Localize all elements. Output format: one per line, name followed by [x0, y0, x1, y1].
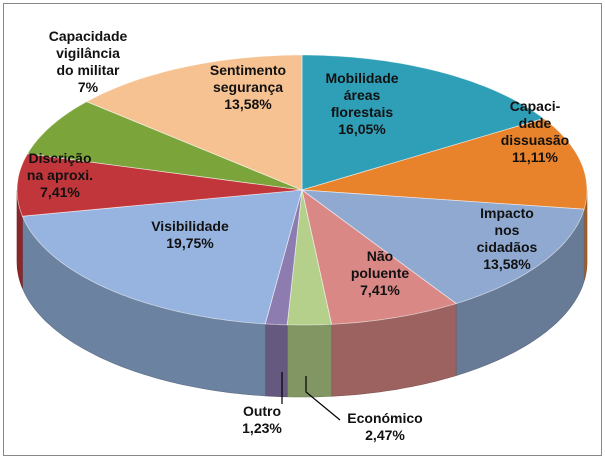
slice	[26, 101, 303, 191]
leader-line	[305, 376, 341, 421]
slice-name: Mobilidade áreas florestais	[325, 70, 399, 120]
slice-name: Visibilidade	[151, 218, 229, 234]
slice-value: 16,05%	[338, 121, 386, 137]
slice-side	[264, 323, 288, 398]
data-label: Discrição na aproxi. 7,41%	[27, 150, 93, 201]
data-label: Económico 2,47%	[347, 410, 422, 444]
slice-name: Económico	[347, 410, 423, 426]
data-label: Impacto nos cidadãos 13,58%	[477, 205, 538, 273]
slice-value: 13,58%	[224, 96, 272, 112]
slice	[21, 189, 303, 325]
tops	[16, 54, 588, 326]
sides	[16, 189, 588, 398]
slice-name: Outro	[242, 403, 282, 419]
slice-side	[286, 323, 332, 398]
data-label: Não poluente 7,41%	[351, 248, 409, 299]
data-label: Visibilidade 19,75%	[151, 218, 229, 252]
slice	[16, 153, 303, 217]
slice	[301, 54, 545, 191]
slice-value: 19,75%	[166, 235, 214, 251]
slice-name: Capaci- dade dissuasão	[500, 98, 570, 148]
slice	[301, 189, 457, 325]
slice	[286, 189, 332, 326]
slice-name: Discrição na aproxi.	[26, 150, 94, 183]
slice-value: 7%	[77, 79, 99, 95]
data-label: Outro 1,23%	[242, 403, 282, 437]
data-label: Sentimento segurança 13,58%	[210, 62, 286, 113]
slice	[300, 189, 585, 305]
slice-name: Impacto nos cidadãos	[476, 205, 538, 255]
slice-name: Não poluente	[350, 248, 410, 281]
slice-value: 2,47%	[365, 427, 405, 443]
slice-value: 13,58%	[483, 256, 531, 272]
slice	[85, 54, 303, 191]
data-label: Mobilidade áreas florestais 16,05%	[325, 70, 398, 138]
data-label: Capaci- dade dissuasão 11,11%	[501, 98, 569, 166]
slice	[301, 118, 588, 210]
slice-value: 7,41%	[360, 282, 400, 298]
slice-name: Capacidade vigilância do militar	[48, 28, 128, 78]
slice-value: 1,23%	[242, 420, 282, 436]
data-label: Capacidade vigilância do militar 7%	[49, 28, 128, 96]
slice-name: Sentimento segurança	[209, 62, 287, 95]
slice-value: 11,11%	[512, 149, 558, 165]
slice-value: 7,41%	[40, 184, 80, 200]
